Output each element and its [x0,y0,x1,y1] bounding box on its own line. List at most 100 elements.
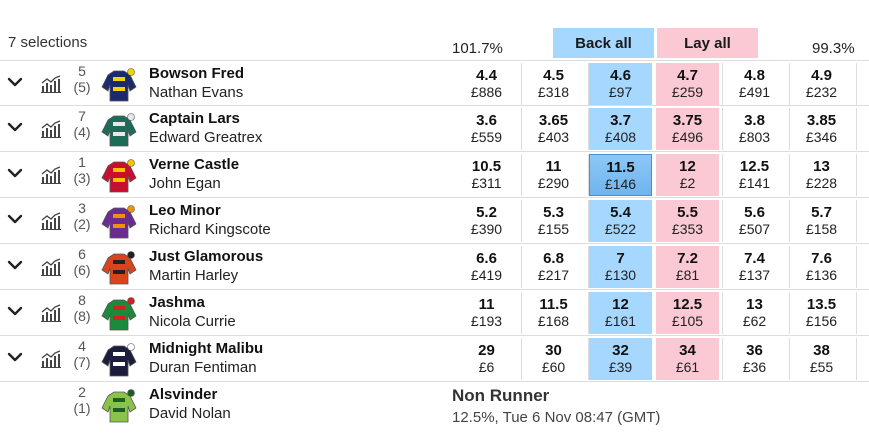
price-odds: 29 [478,342,495,359]
back-price-button[interactable]: 10.5 £311 [455,154,518,196]
price-stake: £155 [537,221,570,237]
back-price-button[interactable]: 30 £60 [522,338,585,380]
lay-price-button[interactable]: 7.4 £137 [723,246,786,288]
lay-price-button[interactable]: 4.8 £491 [723,63,786,105]
price-odds: 38 [813,342,830,359]
horse-name[interactable]: Just Glamorous [149,248,264,265]
price-odds: 12 [612,296,629,313]
stall-draw: (2) [73,216,91,232]
horse-name[interactable]: Alsvinder [149,386,218,403]
lay-price-button[interactable]: 5.6 £507 [723,200,786,242]
horse-name[interactable]: Midnight Malibu [149,340,264,357]
back-price-button[interactable]: 6.8 £217 [522,246,585,288]
horse-name[interactable]: Leo Minor [149,202,221,219]
non-runner-info: 12.5%, Tue 6 Nov 08:47 (GMT) [452,409,661,426]
price-odds: 11 [545,158,562,175]
horse-name[interactable]: Bowson Fred [149,65,245,82]
lay-price-button[interactable]: 36 £36 [723,338,786,380]
lay-price-button[interactable]: 4.7 £259 [656,63,719,105]
price-divider [521,292,522,334]
price-stake: £39 [608,359,633,375]
price-stake: £259 [671,84,704,100]
lay-price-button[interactable]: 12.5 £105 [656,292,719,334]
horse-name[interactable]: Jashma [149,294,205,311]
chart-icon[interactable] [40,119,62,139]
lay-price-button[interactable]: 13.5 £156 [790,292,853,334]
horse-name[interactable]: Captain Lars [149,110,240,127]
price-divider [856,200,857,242]
chevron-down-icon[interactable] [6,302,24,320]
price-odds: 3.6 [476,112,497,129]
price-stake: £105 [671,313,704,329]
jockey-name: Edward Greatrex [149,129,263,146]
chart-icon[interactable] [40,303,62,323]
back-price-button[interactable]: 4.4 £886 [455,63,518,105]
jockey-name: Nicola Currie [149,313,236,330]
chart-icon[interactable] [40,257,62,277]
back-price-button[interactable]: 4.6 £97 [589,63,652,105]
back-price-button[interactable]: 12 £161 [589,292,652,334]
back-price-button[interactable]: 3.65 £403 [522,108,585,150]
jockey-silk-icon [100,156,138,194]
price-divider [722,246,723,288]
runner-names: Jashma Nicola Currie [149,293,236,331]
price-odds: 7.6 [811,250,832,267]
lay-price-button[interactable]: 5.7 £158 [790,200,853,242]
lay-price-button[interactable]: 38 £55 [790,338,853,380]
price-divider [722,292,723,334]
lay-price-button[interactable]: 5.5 £353 [656,200,719,242]
lay-price-button[interactable]: 4.9 £232 [790,63,853,105]
chart-icon[interactable] [40,74,62,94]
price-stake: £60 [541,359,566,375]
price-odds: 10.5 [471,158,502,175]
chevron-down-icon[interactable] [6,210,24,228]
chevron-down-icon[interactable] [6,73,24,91]
back-price-button[interactable]: 11.5 £146 [589,154,652,196]
back-price-button[interactable]: 3.6 £559 [455,108,518,150]
chart-icon[interactable] [40,349,62,369]
chevron-down-icon[interactable] [6,348,24,366]
lay-price-button[interactable]: 12.5 £141 [723,154,786,196]
price-stake: £2 [679,175,696,191]
runner-names: Captain Lars Edward Greatrex [149,109,262,147]
back-price-button[interactable]: 5.4 £522 [589,200,652,242]
back-price-button[interactable]: 4.5 £318 [522,63,585,105]
back-all-button[interactable]: Back all [553,28,654,58]
lay-price-button[interactable]: 3.75 £496 [656,108,719,150]
price-divider [856,154,857,196]
horse-name[interactable]: Verne Castle [149,156,240,173]
lay-all-button[interactable]: Lay all [657,28,758,58]
back-price-button[interactable]: 3.7 £408 [589,108,652,150]
lay-price-button[interactable]: 12 £2 [656,154,719,196]
back-price-button[interactable]: 5.3 £155 [522,200,585,242]
lay-price-button[interactable]: 13 £62 [723,292,786,334]
runner-names: Verne Castle John Egan [149,155,239,193]
price-stake: £36 [742,359,767,375]
price-stake: £168 [537,313,570,329]
jockey-silk-icon [100,294,138,332]
price-stake: £559 [470,129,503,145]
price-odds: 6.6 [476,250,497,267]
chevron-down-icon[interactable] [6,118,24,136]
back-price-button[interactable]: 6.6 £419 [455,246,518,288]
chart-icon[interactable] [40,165,62,185]
lay-price-button[interactable]: 13 £228 [790,154,853,196]
back-price-button[interactable]: 11 £290 [522,154,585,196]
chart-icon[interactable] [40,211,62,231]
chevron-down-icon[interactable] [6,256,24,274]
lay-price-button[interactable]: 7.2 £81 [656,246,719,288]
lay-price-button[interactable]: 34 £61 [656,338,719,380]
lay-price-button[interactable]: 3.85 £346 [790,108,853,150]
back-price-button[interactable]: 11.5 £168 [522,292,585,334]
lay-price-button[interactable]: 7.6 £136 [790,246,853,288]
back-price-button[interactable]: 29 £6 [455,338,518,380]
chevron-down-icon[interactable] [6,164,24,182]
lay-price-button[interactable]: 3.8 £803 [723,108,786,150]
runner-number-block: 4 (7) [68,338,96,370]
back-price-button[interactable]: 11 £193 [455,292,518,334]
runner-number: 8 [78,292,86,308]
stall-draw: (4) [73,124,91,140]
back-price-button[interactable]: 5.2 £390 [455,200,518,242]
back-price-button[interactable]: 7 £130 [589,246,652,288]
back-price-button[interactable]: 32 £39 [589,338,652,380]
